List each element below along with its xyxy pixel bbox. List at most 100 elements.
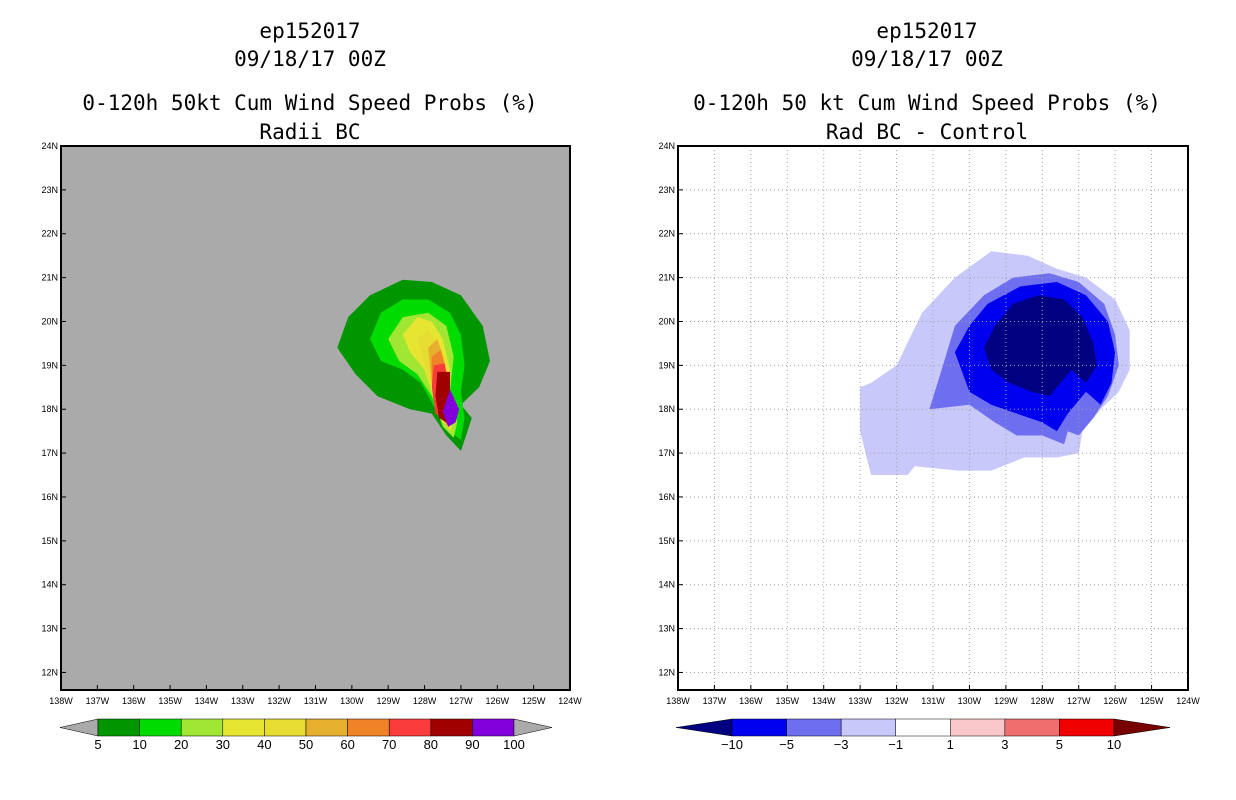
left-chart-title: 0-120h 50kt Cum Wind Speed Probs (%) [82,91,538,115]
left-x-tick-label: 131W [304,696,328,706]
right-y-tick-label: 22N [658,229,675,239]
left-y-tick-label: 17N [41,448,58,458]
left-y-tick-label: 18N [41,404,58,414]
right-x-tick-label: 127W [1067,696,1091,706]
right-chart-subtitle: Rad BC - Control [825,120,1029,144]
left-y-tick-label: 20N [41,316,58,326]
right-x-tick-label: 134W [812,696,836,706]
right-x-tick-label: 128W [1031,696,1055,706]
left-x-tick-label: 126W [486,696,510,706]
right-colorbar-label: −5 [779,737,794,752]
right-y-tick-label: 21N [658,273,675,283]
left-x-tick-label: 136W [122,696,146,706]
right-colorbar-label: −10 [721,737,743,752]
left-x-tick-label: 130W [340,696,364,706]
left-colorbar-label: 50 [299,737,313,752]
right-x-tick-label: 125W [1140,696,1164,706]
right-y-tick-label: 18N [658,404,675,414]
right-x-tick-label: 137W [703,696,727,706]
left-x-tick-label: 129W [376,696,400,706]
left-colorbar-label: 40 [257,737,271,752]
right-colorbar-swatch [895,718,951,737]
left-x-tick-label: 137W [86,696,110,706]
left-x-tick-label: 127W [449,696,473,706]
right-colorbar-label: −3 [834,737,849,752]
right-contour-m10 [984,295,1097,397]
left-y-tick-label: 15N [41,536,58,546]
right-date: 09/18/17 00Z [851,47,1003,71]
right-colorbar-label: 10 [1107,737,1121,752]
right-colorbar-under-arrow [675,718,733,737]
right-colorbar-swatch [1059,718,1115,737]
right-colorbar-swatch [950,718,1006,737]
right-y-tick-label: 20N [658,316,675,326]
right-colorbar-label: 5 [1056,737,1063,752]
left-colorbar-label: 100 [503,737,525,752]
left-colorbar-label: 80 [424,737,438,752]
left-colorbar: 5 10 20 30 40 50 60 70 80 90 100 [59,718,553,752]
right-plot-group: 138W 137W 136W 135W 134W 133W 132W 131W 130W 129W… [658,141,1200,706]
left-plot-background [61,146,570,690]
left-colorbar-label: 90 [465,737,479,752]
right-x-tick-label: 136W [739,696,763,706]
right-colorbar-label: −1 [888,737,903,752]
left-date: 09/18/17 00Z [234,47,386,71]
right-colorbar-swatch [1004,718,1060,737]
right-y-tick-label: 14N [658,580,675,590]
left-y-tick-label: 14N [41,580,58,590]
left-x-tick-label: 133W [231,696,255,706]
right-x-tick-label: 126W [1103,696,1127,706]
left-y-tick-label: 13N [41,624,58,634]
left-plot-group: 138W 137W 136W 135W 134W 133W 132W 131W 130W 129W… [41,141,582,706]
right-storm-id: ep152017 [876,19,978,43]
right-colorbar-label: 1 [947,737,954,752]
left-y-tick-label: 23N [41,185,58,195]
left-colorbar-label: 30 [216,737,230,752]
left-colorbar-over-arrow [513,718,553,737]
left-y-tick-label: 19N [41,360,58,370]
left-colorbar-label: 5 [94,737,101,752]
right-x-tick-label: 124W [1176,696,1200,706]
right-x-tick-label: 129W [994,696,1018,706]
left-storm-id: ep152017 [259,19,361,43]
left-y-tick-label: 24N [41,141,58,151]
left-colorbar-label: 60 [340,737,354,752]
right-colorbar-swatch [786,718,842,737]
right-y-tick-label: 24N [658,141,675,151]
right-colorbar-over-arrow [1113,718,1171,737]
left-y-tick-label: 22N [41,229,58,239]
right-colorbar: −10 −5 −3 −1 1 3 5 10 [675,718,1171,752]
right-x-tick-label: 138W [666,696,690,706]
right-x-tick-label: 130W [958,696,982,706]
left-y-tick-label: 16N [41,492,58,502]
left-x-tick-label: 125W [522,696,546,706]
left-colorbar-label: 70 [382,737,396,752]
right-y-tick-label: 19N [658,360,675,370]
right-y-tick-label: 13N [658,624,675,634]
right-y-tick-label: 16N [658,492,675,502]
left-y-tick-label: 21N [41,273,58,283]
left-x-tick-label: 132W [267,696,291,706]
left-x-tick-label: 138W [49,696,73,706]
right-colorbar-swatch [840,718,896,737]
right-y-tick-label: 17N [658,448,675,458]
left-x-tick-label: 134W [195,696,219,706]
left-x-tick-label: 124W [558,696,582,706]
right-y-tick-label: 23N [658,185,675,195]
right-x-tick-label: 132W [885,696,909,706]
right-x-tick-label: 133W [848,696,872,706]
left-x-tick-label: 135W [158,696,182,706]
left-colorbar-label: 20 [174,737,188,752]
right-y-tick-label: 15N [658,536,675,546]
right-colorbar-swatch [731,718,787,737]
right-chart-title: 0-120h 50 kt Cum Wind Speed Probs (%) [693,91,1161,115]
left-chart-subtitle: Radii BC [259,120,361,144]
right-x-tick-label: 135W [776,696,800,706]
left-contour-90 [442,389,460,427]
left-colorbar-label: 10 [132,737,146,752]
left-x-tick-label: 128W [413,696,437,706]
right-y-tick-label: 12N [658,667,675,677]
right-colorbar-label: 3 [1001,737,1008,752]
